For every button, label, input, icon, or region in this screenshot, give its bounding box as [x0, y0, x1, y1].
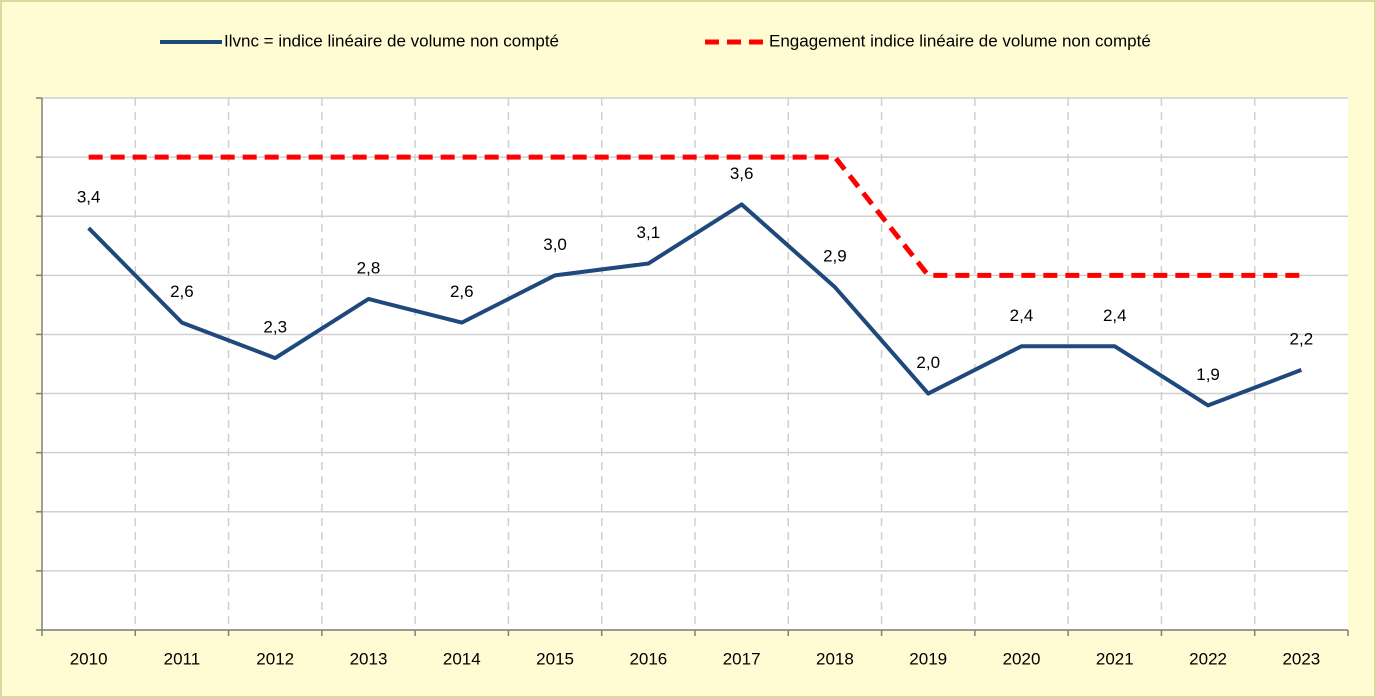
data-label: 2,4: [1103, 306, 1127, 325]
data-label: 3,1: [637, 223, 661, 242]
x-tick-label: 2021: [1096, 649, 1134, 668]
data-label: 2,9: [823, 247, 847, 266]
data-label: 2,2: [1290, 329, 1314, 348]
data-label: 2,6: [170, 282, 194, 301]
x-tick-label: 2012: [256, 649, 294, 668]
data-label: 2,0: [916, 353, 940, 372]
legend-label: Engagement indice linéaire de volume non…: [769, 31, 1151, 50]
series-line: [87, 202, 1303, 408]
x-tick-label: 2011: [164, 649, 201, 668]
x-tick-label: 2020: [1003, 649, 1041, 668]
x-tick-label: 2016: [629, 649, 667, 668]
data-label: 2,3: [263, 318, 287, 337]
legend-label: Ilvnc = indice linéaire de volume non co…: [224, 31, 559, 50]
x-tick-label: 2014: [443, 649, 481, 668]
x-tick-label: 2017: [723, 649, 761, 668]
data-label: 3,4: [77, 188, 101, 207]
x-tick-label: 2010: [70, 649, 108, 668]
data-label: 3,0: [543, 235, 567, 254]
x-tick-label: 2023: [1282, 649, 1320, 668]
x-tick-label: 2022: [1189, 649, 1227, 668]
x-tick-label: 2013: [350, 649, 388, 668]
x-tick-label: 2018: [816, 649, 854, 668]
data-label: 3,6: [730, 164, 754, 183]
data-label: 2,6: [450, 282, 474, 301]
x-tick-label: 2019: [909, 649, 947, 668]
x-tick-label: 2015: [536, 649, 574, 668]
data-label: 2,8: [357, 258, 381, 277]
data-label: 1,9: [1196, 365, 1220, 384]
series-line: [88, 154, 1302, 278]
data-label: 2,4: [1010, 306, 1034, 325]
